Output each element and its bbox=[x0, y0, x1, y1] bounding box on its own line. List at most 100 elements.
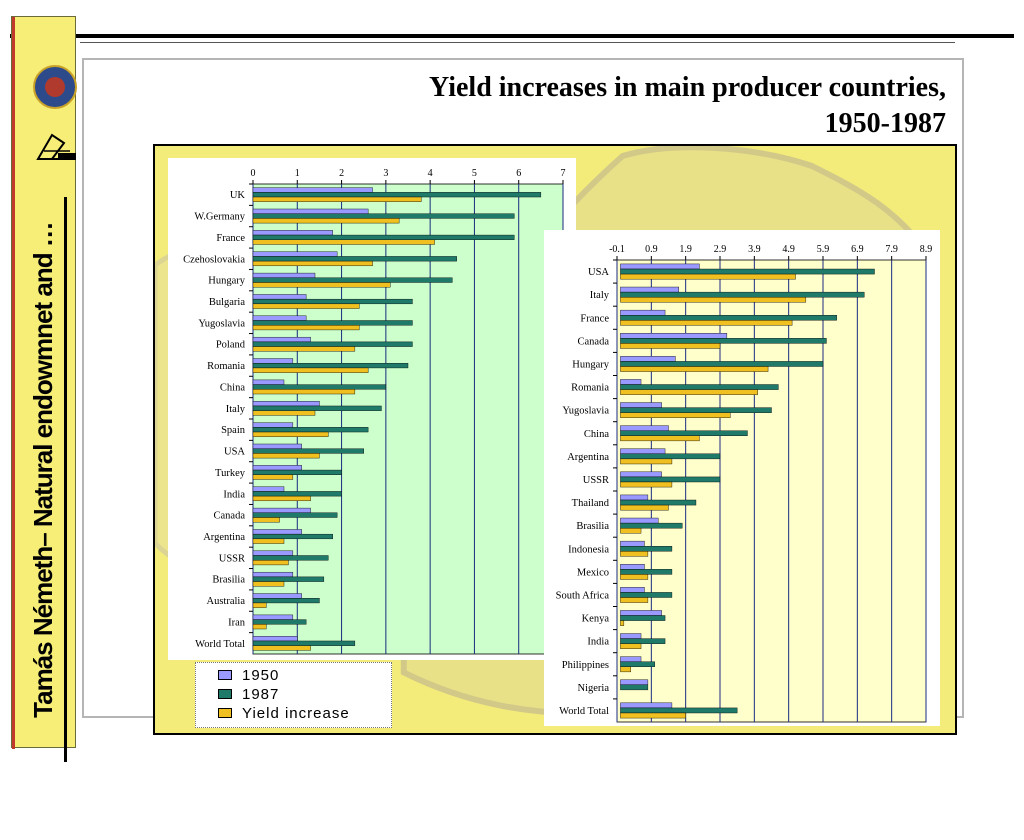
bar-yield-increase bbox=[252, 560, 289, 566]
bar-1950 bbox=[252, 593, 302, 599]
plot-area bbox=[616, 259, 927, 723]
category-label: Bulgaria bbox=[209, 297, 245, 308]
bar-1950 bbox=[620, 564, 645, 570]
category-label: China bbox=[584, 429, 609, 440]
bar-1950 bbox=[252, 251, 338, 257]
bar-1987 bbox=[252, 576, 325, 582]
bar-1987 bbox=[252, 192, 542, 198]
legend-item-1950: 1950 bbox=[218, 666, 279, 684]
bar-yield-increase bbox=[620, 574, 649, 580]
category-label: India bbox=[223, 489, 245, 500]
bar-1987 bbox=[620, 638, 666, 644]
bar-1987 bbox=[252, 320, 413, 326]
chart-left: 0 1 2 3 4 5 6 7 UK W.Germany France Czehoslovakia Hu… bbox=[168, 158, 576, 660]
category-label: USSR bbox=[583, 475, 609, 486]
chart-legend: 1950 1987 Yield increase bbox=[195, 662, 392, 728]
category-label: Italy bbox=[226, 404, 246, 415]
bar-1987 bbox=[252, 598, 320, 604]
sidebar-band bbox=[11, 16, 77, 762]
x-tick-label: 1 bbox=[295, 168, 300, 179]
category-label: USSR bbox=[219, 553, 245, 564]
legend-item-yield: Yield increase bbox=[218, 704, 350, 722]
bar-1987 bbox=[620, 361, 824, 367]
bar-1987 bbox=[620, 291, 865, 298]
category-label: Thailand bbox=[572, 498, 610, 509]
bar-1950 bbox=[620, 494, 649, 501]
bar-yield-increase bbox=[252, 282, 391, 288]
bar-yield-increase bbox=[252, 196, 422, 202]
bar-1950 bbox=[252, 486, 285, 492]
bar-1950 bbox=[620, 656, 642, 662]
category-label: Iran bbox=[228, 617, 246, 628]
bar-yield-increase bbox=[252, 431, 329, 437]
category-label: Czehoslovakia bbox=[183, 254, 245, 265]
bar-1987 bbox=[620, 338, 827, 344]
bar-yield-increase bbox=[252, 645, 311, 651]
bar-1950 bbox=[620, 379, 642, 385]
category-label: Romania bbox=[571, 383, 609, 394]
bar-1950 bbox=[252, 571, 294, 578]
bar-1987 bbox=[252, 533, 333, 540]
category-label: France bbox=[216, 233, 245, 244]
bar-yield-increase bbox=[252, 602, 267, 608]
bar-yield-increase bbox=[620, 666, 631, 673]
bar-1950 bbox=[620, 263, 700, 270]
bar-1987 bbox=[252, 491, 342, 497]
legend-swatch-yield bbox=[218, 708, 232, 718]
bar-1987 bbox=[620, 430, 748, 436]
bar-1987 bbox=[620, 476, 721, 483]
bar-1987 bbox=[620, 407, 772, 413]
bar-1950 bbox=[252, 272, 316, 278]
bar-1987 bbox=[252, 234, 515, 240]
bar-yield-increase bbox=[620, 551, 649, 557]
bar-1950 bbox=[252, 187, 373, 193]
category-label: Romania bbox=[207, 361, 245, 372]
x-tick-label: 7 bbox=[561, 168, 566, 179]
category-label: Philippines bbox=[562, 660, 609, 671]
sidebar-accent-line bbox=[12, 17, 15, 749]
bar-yield-increase bbox=[252, 367, 369, 373]
category-label: USA bbox=[588, 267, 609, 278]
bar-1950 bbox=[252, 230, 333, 236]
bar-1987 bbox=[252, 619, 307, 625]
bar-1950 bbox=[252, 208, 369, 214]
bar-yield-increase bbox=[620, 412, 731, 418]
bar-1987 bbox=[252, 298, 413, 305]
bar-yield-increase bbox=[252, 346, 356, 352]
category-label: Turkey bbox=[215, 468, 246, 479]
category-label: Mexico bbox=[577, 567, 609, 578]
bar-1987 bbox=[620, 684, 649, 691]
bar-yield-increase bbox=[620, 320, 793, 326]
x-tick-label: 7.9 bbox=[885, 244, 898, 255]
legend-label-1987: 1987 bbox=[242, 685, 280, 703]
bar-1950 bbox=[620, 517, 659, 524]
bar-1987 bbox=[252, 555, 329, 561]
bar-yield-increase bbox=[252, 581, 285, 587]
bar-1950 bbox=[252, 636, 298, 642]
bar-1987 bbox=[620, 384, 779, 390]
x-tick-label: 2.9 bbox=[714, 244, 727, 255]
bar-yield-increase bbox=[252, 538, 285, 544]
category-label: Argentina bbox=[567, 452, 609, 463]
category-label: Australia bbox=[207, 596, 246, 607]
institute-logo-icon bbox=[36, 133, 76, 160]
bar-1950 bbox=[252, 315, 307, 321]
bar-yield-increase bbox=[620, 343, 721, 349]
bar-yield-increase bbox=[252, 474, 294, 480]
category-label: Canada bbox=[214, 511, 246, 522]
bar-yield-increase bbox=[252, 389, 356, 395]
chart-right: -0.1 0.9 1.9 2.9 3.9 4.9 5.9 6.9 7.9 8.9 USA Italy F… bbox=[544, 230, 940, 726]
x-tick-label: 6.9 bbox=[851, 244, 864, 255]
category-label: Poland bbox=[216, 340, 246, 351]
x-tick-label: 5.9 bbox=[817, 244, 830, 255]
x-tick-label: 5 bbox=[472, 168, 477, 179]
bar-1950 bbox=[620, 471, 662, 478]
bar-1987 bbox=[620, 661, 655, 667]
category-label: W.Germany bbox=[194, 212, 245, 223]
bar-yield-increase bbox=[252, 260, 373, 267]
bar-1950 bbox=[620, 448, 666, 455]
legend-label-yield: Yield increase bbox=[242, 704, 350, 722]
slide-title: Yield increases in main producer countri… bbox=[246, 70, 946, 142]
category-label: Argentina bbox=[203, 532, 245, 543]
bar-1950 bbox=[252, 443, 302, 449]
